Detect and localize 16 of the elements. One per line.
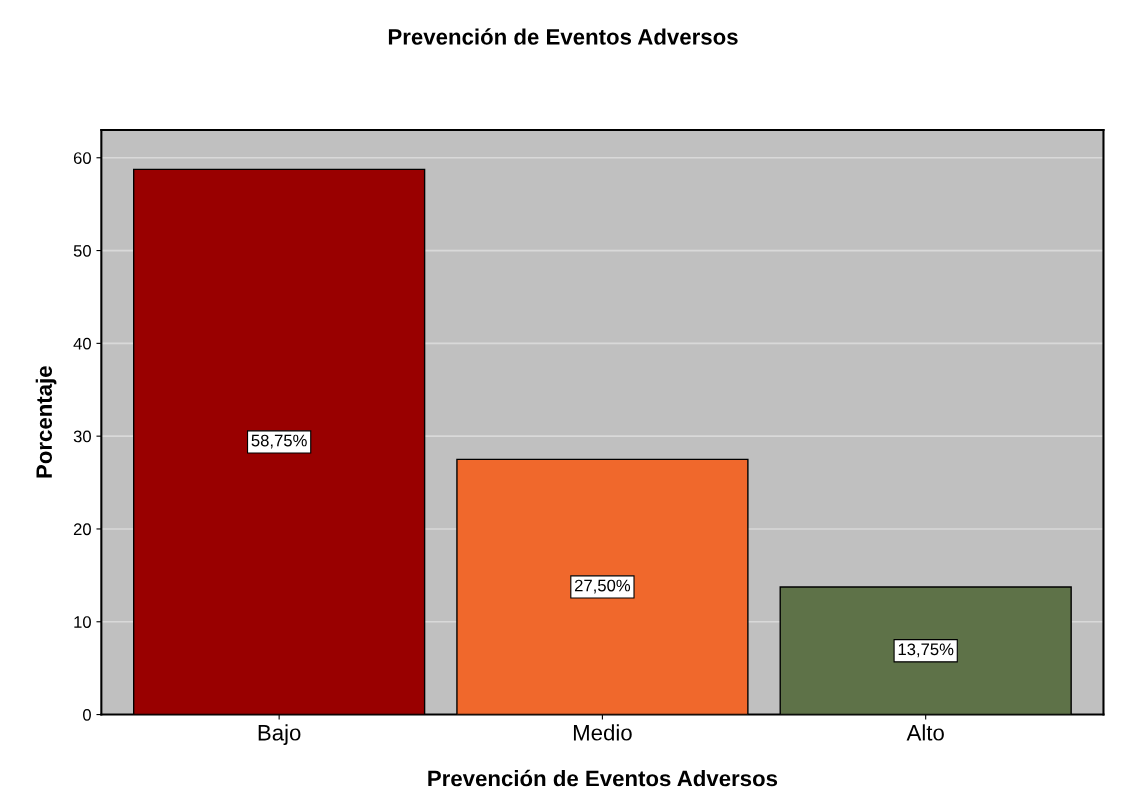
y-tick-label: 50 [73,244,91,257]
x-tick-label: Alto [906,724,944,741]
y-tick-label: 40 [73,337,91,350]
x-tick-label: Bajo [258,724,301,745]
x-axis-title: Prevención de Eventos Adversos [428,769,778,787]
y-tick-label: 0 [83,708,91,721]
y-axis-title: Porcentaje [35,366,57,478]
y-tick-label: 20 [73,523,91,536]
x-tick-label: Medio [573,724,632,741]
data-label: 13,75% [898,643,954,658]
y-tick-label: 10 [74,616,91,628]
data-label: 58,75% [251,434,307,449]
y-tick-label: 60 [73,152,91,164]
chart-title: Prevención de Eventos Adversos [388,28,738,45]
data-label: 27,50% [574,579,631,594]
y-tick-label: 30 [73,430,91,443]
